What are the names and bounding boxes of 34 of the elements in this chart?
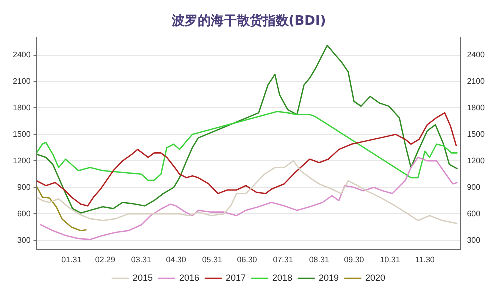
y2-tick-label: 2400 (467, 50, 486, 60)
x-tick-label: 11.30 (415, 255, 436, 264)
x-tick-label: 07.31 (273, 255, 294, 264)
y-tick-label: 600 (17, 209, 32, 218)
y2-tick-label: 1200 (467, 156, 486, 166)
y2-tick-label: 1500 (467, 130, 486, 139)
y-tick-label: 1200 (13, 156, 32, 166)
x-tick-label: 06.30 (237, 255, 258, 264)
y-tick-label: 2100 (13, 76, 32, 86)
x-tick-label: 08.31 (309, 255, 330, 264)
y2-tick-label: 900 (467, 182, 482, 192)
y-tick-label: 2400 (13, 50, 32, 60)
x-tick-label: 10.31 (380, 255, 401, 264)
x-tick-label: 03.31 (131, 255, 152, 264)
x-tick-label: 04.30 (166, 255, 187, 264)
y-tick-label: 1500 (13, 130, 32, 139)
x-tick-label: 02.29 (95, 255, 116, 264)
chart-title: 波罗的海干散货指数(BDI) (170, 13, 326, 30)
y-tick-label: 900 (17, 182, 32, 192)
legend-label: 2017 (226, 272, 246, 283)
legend-label: 2019 (319, 272, 340, 283)
x-tick-label: 05.31 (202, 255, 223, 264)
y2-tick-label: 2100 (467, 76, 486, 86)
legend-label: 2020 (366, 272, 386, 283)
legend-label: 2015 (132, 272, 153, 283)
y2-tick-label: 300 (467, 236, 482, 245)
y2-tick-label: 600 (467, 209, 482, 218)
y-tick-label: 300 (17, 236, 32, 245)
legend-label: 2018 (272, 272, 293, 283)
legend-label: 2016 (179, 272, 200, 283)
x-tick-label: 01.31 (62, 255, 82, 264)
x-tick-label: 09.30 (344, 255, 365, 264)
y-tick-label: 1800 (13, 103, 32, 112)
y2-tick-label: 1800 (467, 103, 486, 112)
